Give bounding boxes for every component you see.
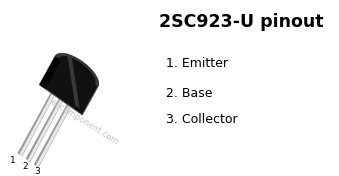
Polygon shape bbox=[26, 97, 64, 162]
Text: 2. Base: 2. Base bbox=[165, 87, 212, 100]
Polygon shape bbox=[34, 103, 69, 166]
Text: 1. Emitter: 1. Emitter bbox=[165, 57, 227, 70]
Text: 2: 2 bbox=[22, 162, 28, 171]
Polygon shape bbox=[18, 91, 53, 154]
Text: 3. Collector: 3. Collector bbox=[165, 114, 237, 127]
Polygon shape bbox=[39, 53, 99, 115]
Polygon shape bbox=[55, 53, 99, 87]
Polygon shape bbox=[18, 91, 56, 156]
Text: 1: 1 bbox=[10, 156, 16, 165]
Polygon shape bbox=[39, 56, 61, 89]
Text: 3: 3 bbox=[34, 166, 40, 175]
Text: 2SC923-U pinout: 2SC923-U pinout bbox=[159, 13, 324, 31]
Polygon shape bbox=[67, 53, 80, 108]
Text: el-component.com: el-component.com bbox=[48, 98, 120, 147]
Polygon shape bbox=[35, 103, 72, 167]
Polygon shape bbox=[26, 97, 61, 160]
